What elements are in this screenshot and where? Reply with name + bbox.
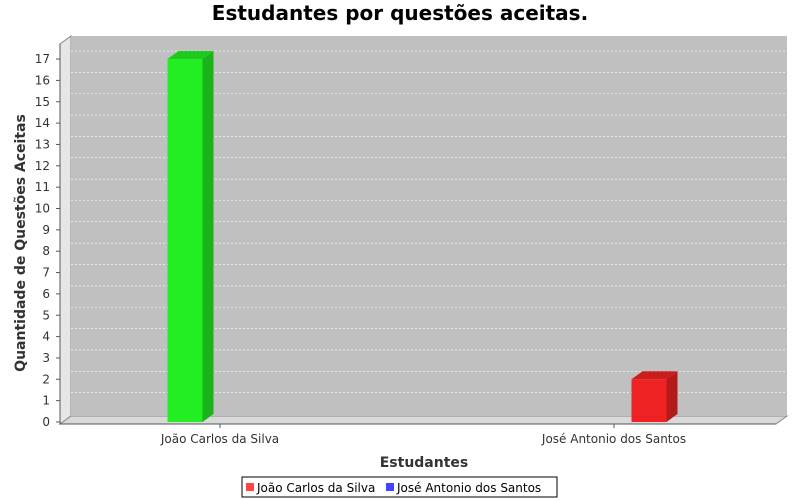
bar-side <box>666 371 678 422</box>
y-axis-label: Quantidade de Questões Aceitas <box>13 114 29 372</box>
legend-swatch-2 <box>386 483 394 491</box>
x-tick-label: João Carlos da Silva <box>160 432 279 446</box>
y-tick-label: 5 <box>42 308 50 322</box>
legend-label-2: José Antonio dos Santos <box>396 481 541 495</box>
y-tick-label: 13 <box>35 137 50 151</box>
y-tick-label: 9 <box>42 223 50 237</box>
plot-side-wall <box>59 35 72 425</box>
y-tick-label: 16 <box>35 73 50 87</box>
y-tick-label: 17 <box>35 52 50 66</box>
chart-title: Estudantes por questões aceitas. <box>212 1 588 25</box>
y-tick-label: 0 <box>42 415 50 429</box>
y-tick-label: 4 <box>42 330 50 344</box>
x-tick-label: José Antonio dos Santos <box>541 432 686 446</box>
y-tick-label: 12 <box>35 159 50 173</box>
x-axis-ticks: João Carlos da Silva José Antonio dos San… <box>160 424 686 446</box>
bars <box>167 51 678 423</box>
y-tick-label: 7 <box>42 266 50 280</box>
y-tick-label: 2 <box>42 372 50 386</box>
bar-top <box>631 371 678 380</box>
bar <box>631 379 667 422</box>
legend-swatch-1 <box>246 483 254 491</box>
bar-top <box>167 51 214 60</box>
legend-box <box>241 476 558 498</box>
y-tick-label: 10 <box>35 202 50 216</box>
grid-lines <box>71 50 787 393</box>
y-tick-label: 1 <box>42 394 50 408</box>
y-tick-label: 6 <box>42 287 50 301</box>
legend: João Carlos da Silva José Antonio dos Sa… <box>241 476 558 498</box>
y-tick-label: 15 <box>35 95 50 109</box>
y-tick-label: 8 <box>42 244 50 258</box>
bar-side <box>202 51 214 423</box>
y-tick-label: 3 <box>42 351 50 365</box>
x-axis-label: Estudantes <box>380 455 469 471</box>
y-tick-label: 14 <box>35 116 50 130</box>
y-tick-label: 11 <box>35 180 50 194</box>
bar <box>167 59 203 423</box>
legend-label-1: João Carlos da Silva <box>256 481 375 495</box>
